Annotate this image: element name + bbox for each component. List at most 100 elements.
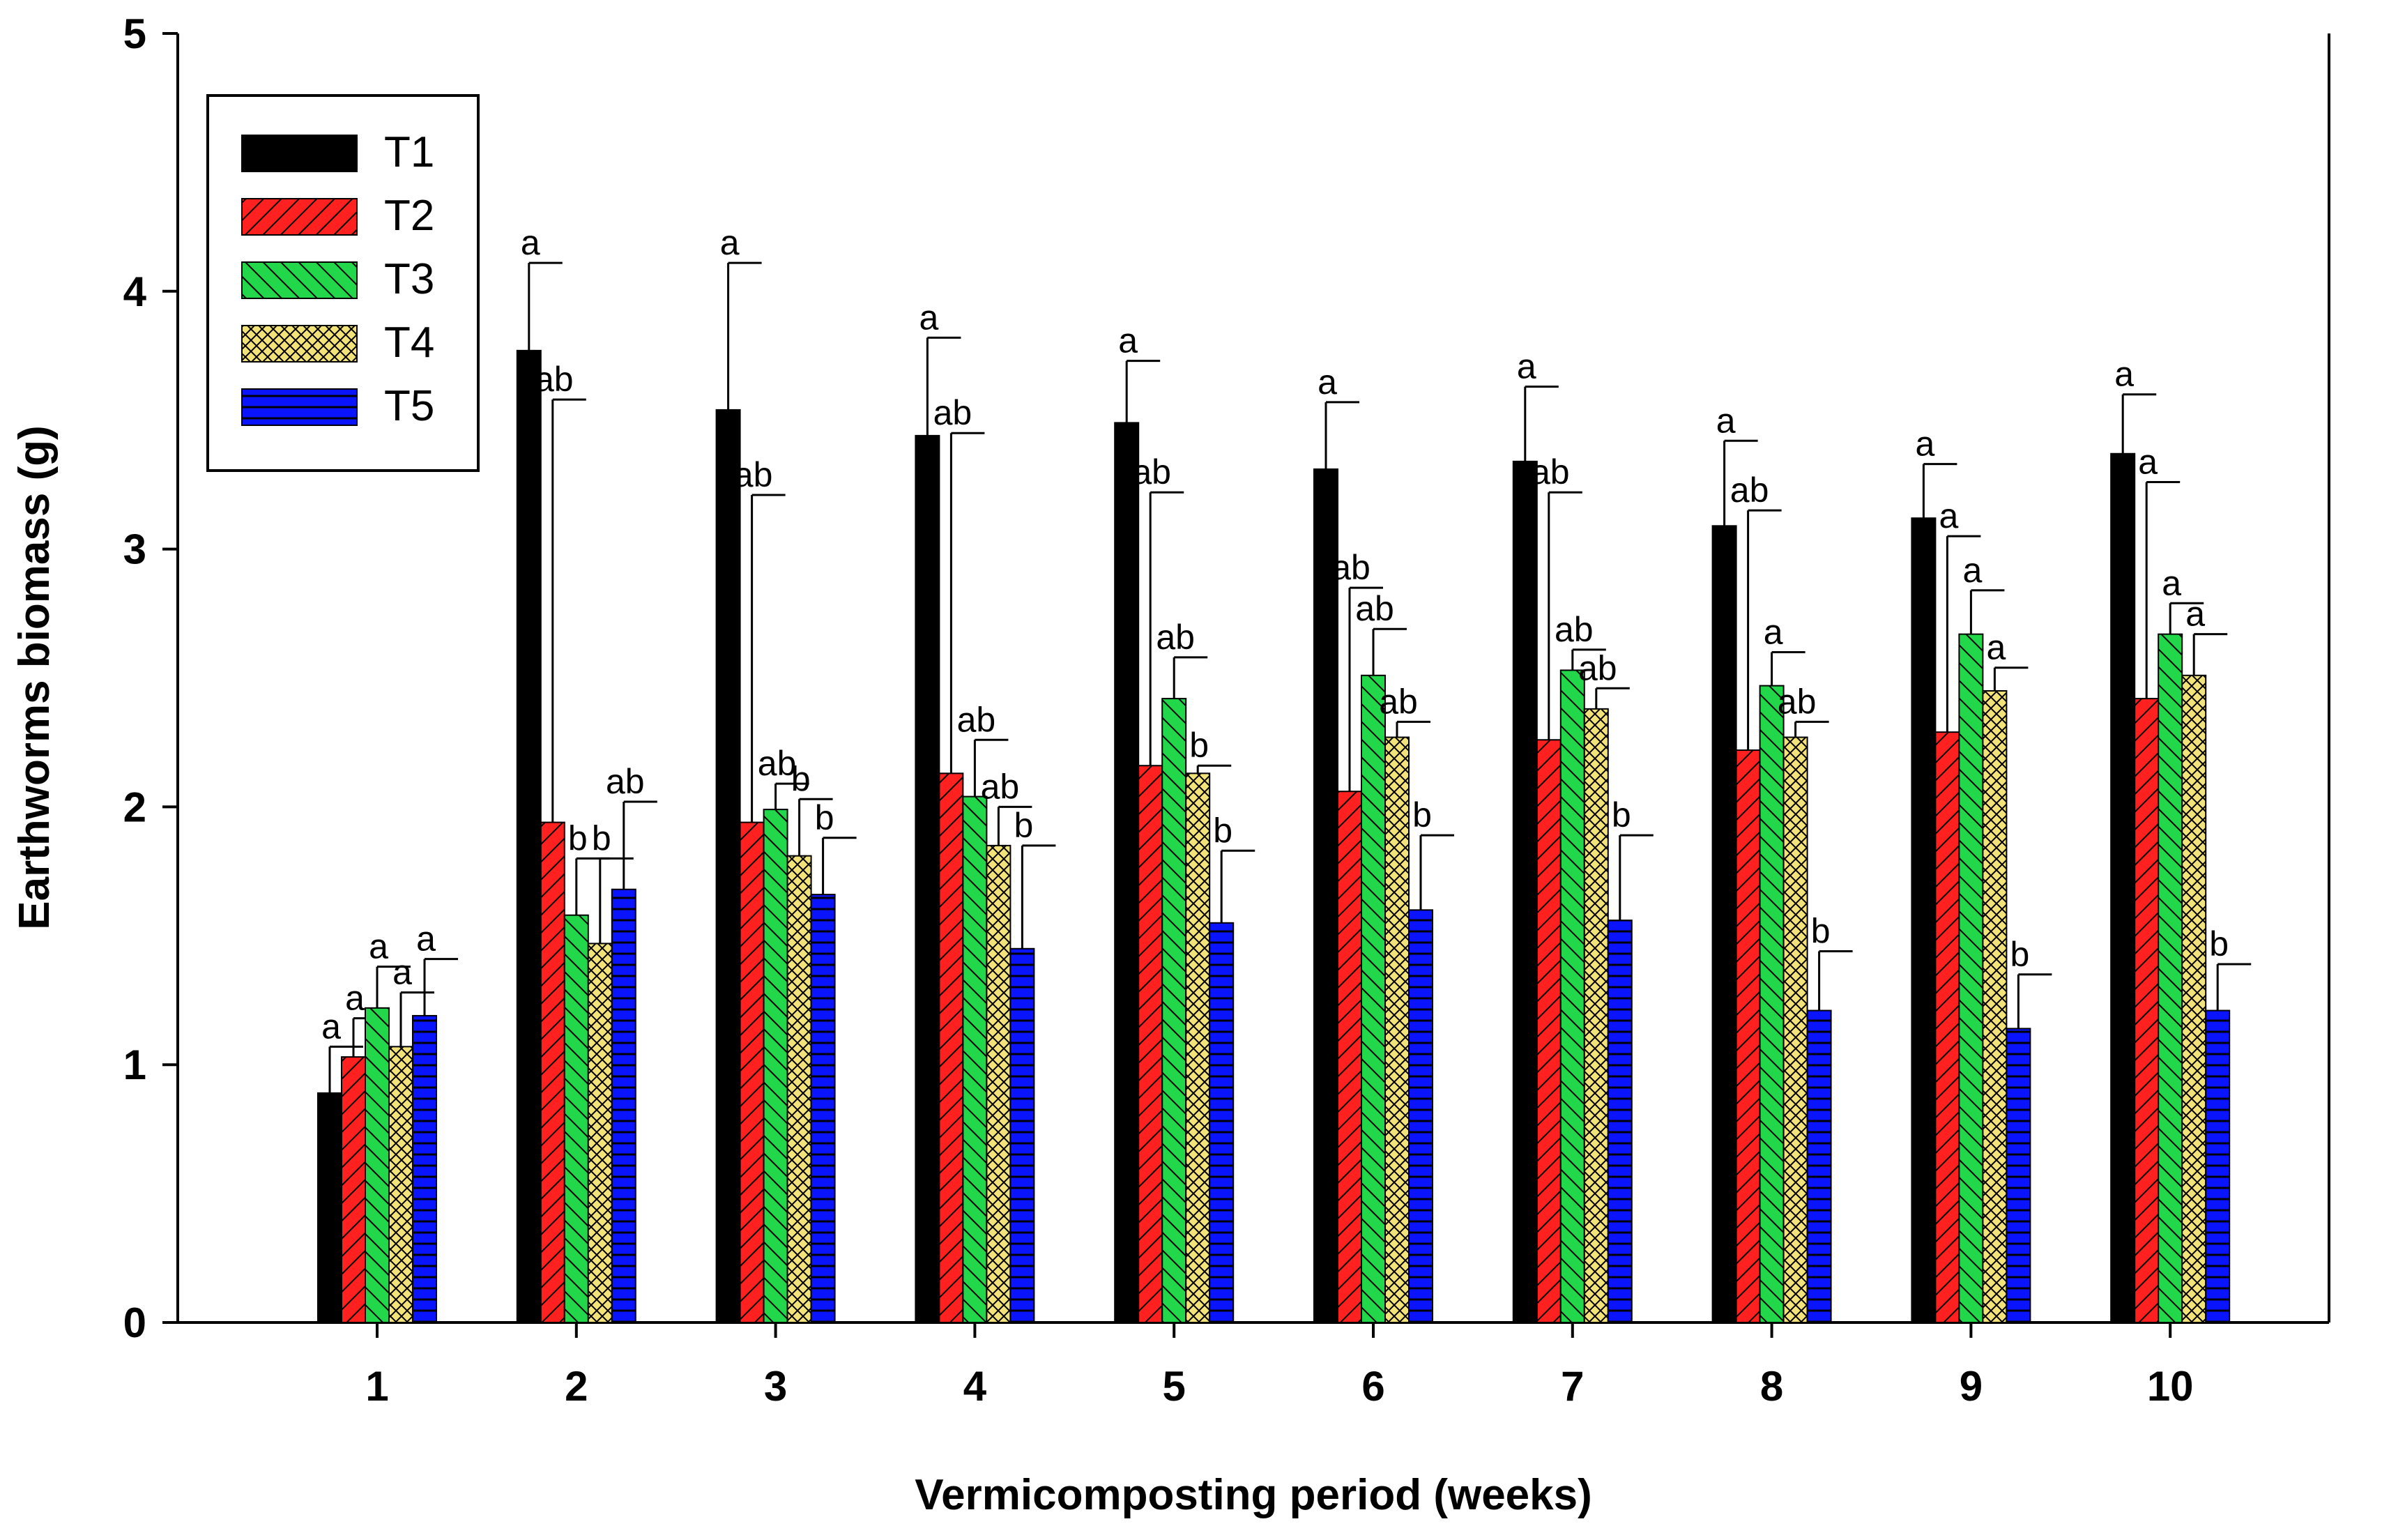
significance-label: ab (758, 744, 797, 783)
bar-t5-week-10 (2205, 1009, 2231, 1323)
significance-label: a (321, 1007, 341, 1046)
significance-label: ab (1531, 452, 1570, 491)
x-axis-title: Vermicomposting period (weeks) (915, 1471, 1592, 1519)
bar-t5-week-4 (1009, 947, 1035, 1324)
bar-t5-week-7 (1607, 920, 1633, 1324)
legend-swatch-t5 (241, 388, 358, 426)
significance-label: b (791, 759, 811, 798)
y-tick-label: 5 (123, 10, 146, 57)
x-tick-label: 4 (963, 1363, 987, 1410)
significance-label: a (1962, 551, 1982, 590)
legend-swatch-t2 (241, 198, 358, 236)
significance-label: a (1986, 628, 2006, 667)
legend-label-t2: T2 (384, 192, 434, 240)
significance-label: b (592, 818, 611, 857)
legend-swatch-t4 (241, 325, 358, 363)
bar-t4-week-6 (1384, 736, 1410, 1323)
bar-t4-week-1 (388, 1046, 413, 1323)
significance-label: ab (535, 360, 574, 399)
bar-t4-week-8 (1782, 736, 1808, 1323)
significance-label: a (1118, 321, 1138, 360)
significance-label: a (2162, 563, 2181, 602)
significance-label: ab (606, 762, 645, 801)
bar-t3-week-3 (763, 809, 788, 1323)
significance-label: a (1939, 496, 1958, 535)
significance-label: ab (1331, 548, 1371, 587)
significance-label: ab (1578, 648, 1617, 687)
x-tick-label: 2 (565, 1363, 588, 1410)
bar-t1-week-6 (1313, 468, 1338, 1323)
bar-t1-week-2 (516, 349, 542, 1323)
bar-t5-week-5 (1209, 922, 1235, 1324)
bar-t4-week-3 (786, 855, 812, 1323)
bar-t2-week-1 (341, 1056, 366, 1323)
bar-t5-week-2 (611, 888, 636, 1323)
bar-t3-week-8 (1759, 685, 1785, 1323)
bar-t5-week-6 (1408, 909, 1433, 1323)
bar-t1-week-3 (715, 409, 741, 1324)
y-tick-label: 2 (123, 784, 146, 830)
significance-label: ab (1156, 618, 1195, 657)
significance-label: ab (1355, 589, 1394, 628)
significance-label: a (1764, 613, 1783, 652)
bar-t2-week-10 (2134, 698, 2160, 1323)
significance-label: b (1412, 795, 1432, 834)
bar-t1-week-1 (317, 1092, 342, 1324)
bar-t1-week-7 (1512, 460, 1538, 1323)
significance-label: a (2185, 595, 2205, 634)
significance-label: ab (1379, 682, 1418, 721)
bar-t3-week-6 (1361, 674, 1386, 1323)
significance-label: a (919, 298, 938, 337)
bar-t4-week-2 (587, 943, 613, 1324)
significance-label: b (815, 798, 834, 837)
x-axis-ticks: 1 2 3 4 5 6 7 8 9 10 (365, 1322, 2194, 1410)
bar-t3-week-4 (962, 795, 988, 1324)
significance-label: a (1517, 347, 1536, 386)
legend-label-t1: T1 (384, 128, 434, 176)
bar-t5-week-3 (810, 894, 836, 1323)
significance-label: a (416, 920, 436, 959)
bar-t1-week-5 (1114, 422, 1140, 1324)
bar-t3-week-7 (1559, 669, 1585, 1323)
bar-t1-week-8 (1711, 525, 1737, 1323)
bar-t3-week-9 (1958, 633, 1984, 1323)
significance-label: b (1213, 811, 1232, 850)
bar-t4-week-9 (1982, 689, 2008, 1323)
bar-t2-week-6 (1337, 791, 1362, 1324)
bar-t2-week-5 (1138, 765, 1163, 1324)
significance-label: a (2114, 355, 2134, 394)
bar-t4-week-7 (1583, 708, 1609, 1323)
significance-label: a (521, 223, 540, 262)
significance-label: ab (933, 393, 972, 432)
significance-label: a (2138, 442, 2158, 481)
y-tick-label: 1 (123, 1042, 146, 1088)
bar-t3-week-1 (365, 1007, 390, 1323)
significance-label: a (345, 979, 365, 1018)
bar-t2-week-2 (540, 821, 565, 1323)
significance-label: ab (1555, 610, 1594, 649)
x-tick-label: 9 (1960, 1363, 1983, 1410)
significance-label: b (568, 818, 588, 857)
significance-label: b (1189, 726, 1209, 765)
bar-t4-week-5 (1185, 772, 1211, 1324)
bar-t2-week-3 (739, 821, 765, 1323)
significance-label: a (369, 927, 388, 966)
x-tick-label: 8 (1760, 1363, 1783, 1410)
significance-label: ab (957, 700, 996, 739)
legend-swatch-t1 (241, 135, 358, 172)
bar-t2-week-8 (1735, 749, 1761, 1323)
significance-label: b (1811, 911, 1831, 950)
significance-label: a (1915, 425, 1934, 464)
significance-label: ab (981, 767, 1020, 806)
y-tick-label: 4 (123, 268, 147, 315)
y-tick-label: 0 (123, 1299, 146, 1346)
significance-label: ab (1778, 682, 1817, 721)
y-tick-label: 3 (123, 526, 146, 573)
x-tick-label: 5 (1163, 1363, 1186, 1410)
y-axis-ticks: 0 1 2 3 4 5 (123, 10, 178, 1346)
significance-label: ab (1730, 471, 1769, 510)
significance-label: b (2010, 935, 2029, 974)
bar-t4-week-4 (986, 844, 1011, 1323)
